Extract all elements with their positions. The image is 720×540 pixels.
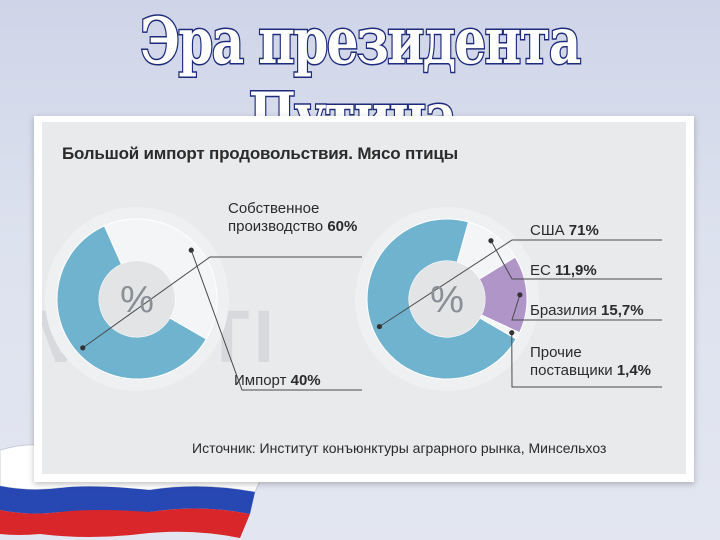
label-other-line1: Прочие — [530, 344, 582, 361]
label-eu-text: ЕС — [530, 262, 551, 279]
label-usa-text: США — [530, 222, 565, 239]
label-import-text: Импорт — [234, 372, 287, 389]
leader-line — [511, 332, 662, 388]
leader-line — [490, 240, 662, 280]
source-note: Источник: Институт конъюнктуры аграрного… — [192, 440, 607, 456]
pie-chart-domestic-vs-import — [45, 207, 229, 391]
label-other: Прочие поставщики 1,4% — [530, 344, 651, 380]
leader-line — [82, 256, 362, 349]
label-other-line2: поставщики — [530, 362, 613, 379]
center-percent-label: % — [430, 279, 464, 321]
leader-lines — [80, 238, 662, 391]
leader-dot — [80, 345, 86, 351]
label-usa: США 71% — [530, 222, 599, 240]
label-own-production: Собственное производство 60% — [228, 200, 357, 236]
leader-dot — [517, 292, 523, 298]
value-brazil: 15,7% — [601, 302, 644, 319]
leader-dot — [188, 247, 194, 253]
leader-line — [190, 249, 362, 391]
leader-dot — [488, 238, 494, 244]
label-eu: ЕС 11,9% — [530, 262, 597, 280]
leader-line — [511, 294, 662, 321]
label-brazil: Бразилия 15,7% — [530, 302, 644, 320]
chart-panel: VOSTI %% Большой импорт продовольствия. … — [42, 122, 686, 474]
leader-dot — [376, 323, 383, 330]
value-usa: 71% — [568, 222, 599, 239]
leader-line — [379, 239, 662, 328]
donut-hole — [409, 261, 485, 337]
chart-canvas: VOSTI %% — [42, 207, 662, 391]
value-other: 1,4% — [616, 362, 652, 379]
label-own-line2: производство — [228, 218, 324, 235]
leader-dot — [509, 330, 515, 336]
value-import: 40% — [290, 372, 321, 389]
label-import: Импорт 40% — [234, 372, 321, 390]
chart-frame: VOSTI %% Большой импорт продовольствия. … — [34, 116, 694, 482]
label-brazil-text: Бразилия — [530, 302, 597, 319]
label-own-line1: Собственное — [228, 200, 320, 217]
chart-title: Большой импорт продовольствия. Мясо птиц… — [62, 144, 458, 163]
value-own-production: 60% — [327, 218, 358, 235]
donut-hole — [99, 261, 175, 337]
value-eu: 11,9% — [555, 262, 597, 279]
center-percent-label: % — [120, 279, 154, 321]
